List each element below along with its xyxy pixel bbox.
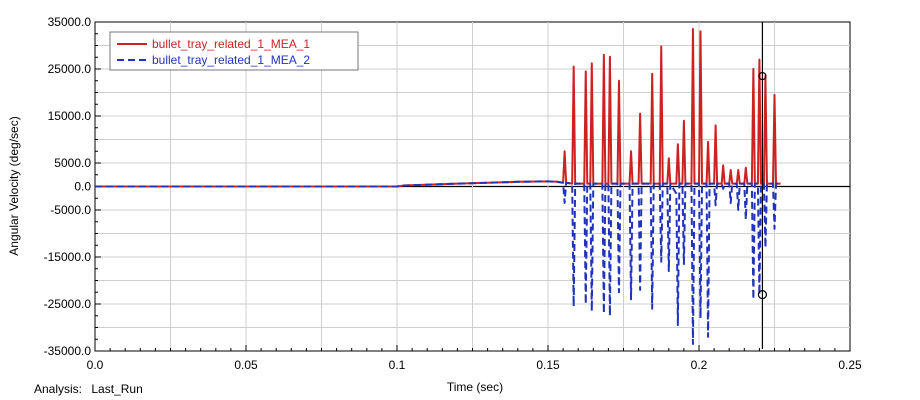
analysis-value: Last_Run xyxy=(91,382,143,396)
y-tick-label: 0.0 xyxy=(74,180,91,194)
y-tick-label: -5000.0 xyxy=(50,203,91,217)
y-tick-label: -25000.0 xyxy=(44,297,92,311)
x-tick-label: 0.1 xyxy=(389,358,406,372)
x-tick-label: 0.0 xyxy=(87,358,104,372)
y-axis-title: Angular Velocity (deg/sec) xyxy=(7,116,21,255)
y-tick-labels: 35000.0 25000.0 15000.0 5000.0 0.0 -5000.0 -15… xyxy=(44,15,92,358)
analysis-footer: Analysis: Last_Run xyxy=(34,382,143,396)
cursor-group[interactable] xyxy=(757,22,768,349)
series-line-2 xyxy=(95,180,781,345)
y-tick-label: 15000.0 xyxy=(48,109,92,123)
cursor-marker-mea-1 xyxy=(758,71,767,81)
x-tick-label: 0.05 xyxy=(234,358,258,372)
cursor-marker-mea-2 xyxy=(757,290,768,300)
x-tick-label: 0.25 xyxy=(838,358,862,372)
legend[interactable]: bullet_tray_related_1_MEA_1 bullet_tray_… xyxy=(109,31,359,71)
minor-ticks xyxy=(94,21,851,352)
y-tick-label: 5000.0 xyxy=(54,156,91,170)
series-group xyxy=(95,28,781,345)
y-tick-label: 35000.0 xyxy=(48,15,92,29)
x-tick-labels: 0.0 0.05 0.1 0.15 0.2 0.25 xyxy=(87,358,862,372)
x-axis-title: Time (sec) xyxy=(447,380,503,394)
y-tick-label: -35000.0 xyxy=(44,344,92,358)
y-tick-label: 25000.0 xyxy=(48,62,92,76)
legend-box xyxy=(109,31,359,71)
legend-label-mea-2: bullet_tray_related_1_MEA_2 xyxy=(152,53,310,67)
y-tick-label: -15000.0 xyxy=(44,250,92,264)
x-tick-label: 0.2 xyxy=(691,358,708,372)
legend-label-mea-1: bullet_tray_related_1_MEA_1 xyxy=(152,37,310,51)
analysis-label: Analysis: xyxy=(34,382,83,396)
x-tick-label: 0.15 xyxy=(536,358,560,372)
